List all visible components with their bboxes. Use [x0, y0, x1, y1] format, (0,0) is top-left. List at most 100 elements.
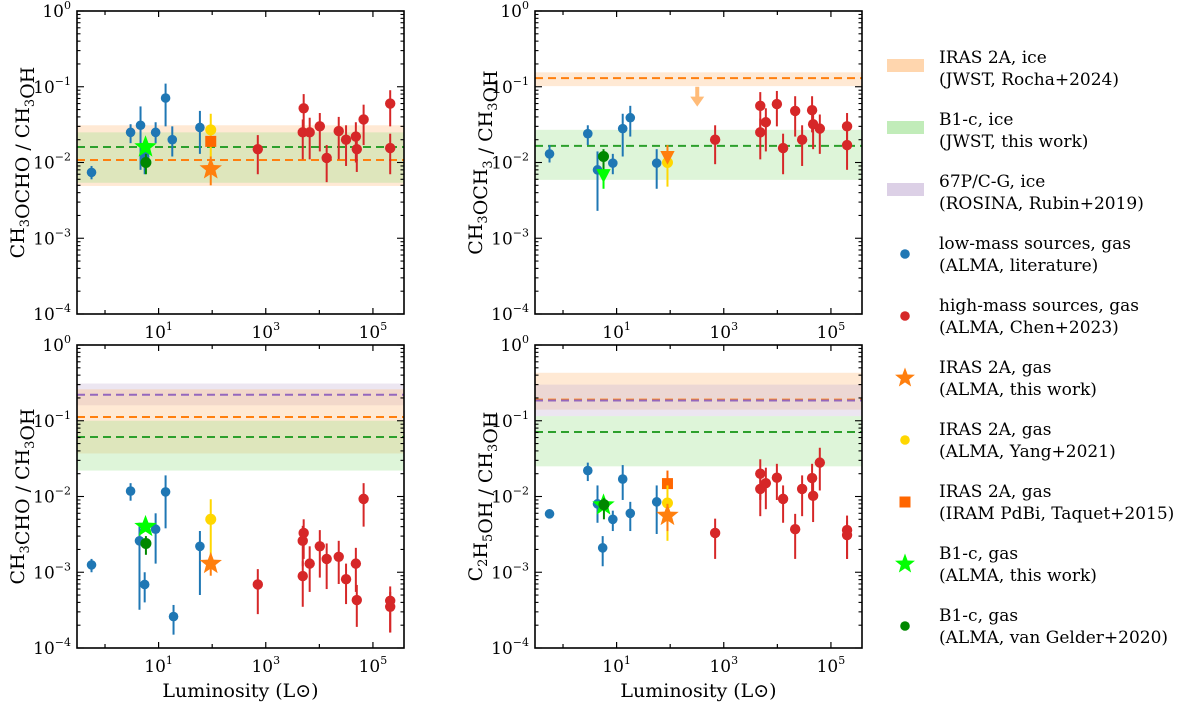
point-high-mass — [814, 457, 826, 468]
point-high-mass — [304, 127, 315, 138]
y-axis-label: CH3CHO / CH3OH — [7, 408, 39, 584]
legend-marker-iras2a_gas_this — [895, 367, 915, 387]
legend-marker-b1c_gas_this — [895, 553, 915, 573]
point-high-mass — [814, 123, 826, 134]
point-b1c_gas_this — [596, 169, 611, 183]
point-low-mass — [167, 134, 178, 145]
y-axis-label: CH3OCH3 / CH3OH — [465, 70, 502, 254]
point-high-mass — [709, 134, 721, 145]
x-tick-label: 103 — [709, 320, 738, 343]
point-b1c_gas_vg — [598, 151, 610, 163]
label-text: CHO / CH — [12, 449, 34, 545]
tick-exponent: 0 — [64, 333, 71, 346]
y-tick-label: 10−4 — [491, 636, 529, 659]
legend-swatch-iras2a_ice — [887, 59, 924, 72]
y-tick-label: 10−4 — [33, 636, 71, 659]
point-low-mass — [617, 474, 628, 484]
x-tick-label: 101 — [144, 320, 173, 343]
legend-label-line2: (ALMA, this work) — [939, 566, 1097, 586]
point-low-mass — [582, 465, 593, 476]
tick-base: 10 — [251, 323, 273, 343]
legend-label-line1: 67P/C-G, ice — [939, 172, 1045, 192]
legend-swatch-b1c_ice — [887, 121, 924, 134]
x-tick-label: 103 — [251, 320, 280, 343]
point-high-mass — [709, 527, 721, 539]
tick-base: 10 — [33, 563, 55, 583]
tick-exponent: −3 — [55, 560, 71, 573]
tick-base: 10 — [817, 323, 839, 343]
tick-base: 10 — [33, 305, 55, 325]
point-high-mass — [789, 105, 801, 117]
tick-exponent: −2 — [55, 151, 71, 164]
tick-base: 10 — [251, 657, 273, 677]
tick-exponent: 3 — [731, 654, 738, 667]
legend-label-line2: (ALMA, literature) — [939, 256, 1098, 276]
point-low-mass — [544, 149, 555, 159]
tick-base: 10 — [33, 488, 55, 508]
tick-exponent: −2 — [513, 151, 529, 164]
y-tick-label: 100 — [42, 333, 71, 356]
point-high-mass — [806, 472, 818, 484]
tick-exponent: −4 — [55, 302, 71, 315]
point-high-mass — [384, 601, 396, 612]
point-high-mass — [252, 579, 263, 590]
point-high-mass — [333, 125, 344, 137]
y-tick-label: 10−3 — [491, 226, 529, 249]
legend-label-line2: (ALMA, this work) — [939, 380, 1097, 400]
point-high-mass — [340, 573, 352, 585]
tick-base: 10 — [491, 412, 513, 432]
point-low-mass — [625, 112, 636, 123]
point-high-mass — [351, 143, 363, 155]
point-low-mass — [86, 560, 97, 570]
point-low-mass — [651, 497, 662, 507]
point-high-mass — [350, 558, 362, 569]
legend-label-line1: B1-c, gas — [939, 544, 1018, 564]
band-b1c_ice — [77, 420, 404, 471]
point-b1c_gas_vg — [598, 499, 610, 511]
point-low-mass — [125, 486, 136, 496]
point-low-mass — [150, 524, 161, 535]
legend-label-line1: low-mass sources, gas — [939, 234, 1131, 254]
label-text: H — [470, 542, 492, 559]
band-iras2a_ice — [535, 372, 862, 410]
tick-exponent: 0 — [522, 0, 529, 12]
tick-exponent: −1 — [513, 75, 529, 88]
subscript: 3 — [23, 99, 38, 107]
tick-base: 10 — [491, 305, 513, 325]
legend-item-b1c_gas_vg: B1-c, gas(ALMA, van Gelder+2020) — [900, 606, 1168, 648]
x-tick-label: 101 — [602, 654, 631, 677]
legend-marker-low_mass — [900, 249, 910, 259]
tick-base: 10 — [33, 229, 55, 249]
legend-label-line1: IRAS 2A, gas — [939, 358, 1051, 378]
point-low-mass — [160, 487, 171, 497]
tick-exponent: −2 — [55, 485, 71, 498]
y-tick-label: 10−2 — [491, 485, 529, 508]
tick-exponent: 5 — [838, 320, 845, 333]
x-tick-label: 103 — [251, 654, 280, 677]
point-iras2a_gas_this — [199, 551, 222, 574]
point-low-mass — [617, 123, 628, 134]
tick-exponent: 1 — [166, 320, 173, 333]
subscript: 3 — [481, 160, 496, 168]
point-high-mass — [297, 535, 308, 547]
point-high-mass — [384, 142, 396, 154]
legend-label-line2: (ALMA, Chen+2023) — [939, 318, 1119, 338]
point-high-mass — [252, 143, 263, 155]
point-high-mass — [340, 134, 352, 145]
band-iras2a_ice — [77, 389, 404, 454]
legend-item-iras2a_gas_yang: IRAS 2A, gas(ALMA, Yang+2021) — [900, 420, 1116, 462]
point-high-mass — [333, 551, 344, 562]
point-b1c_gas_vg — [140, 537, 152, 549]
plot-area — [77, 383, 404, 635]
tick-base: 10 — [144, 323, 166, 343]
tick-base: 10 — [33, 78, 55, 98]
label-text: CH — [7, 227, 29, 258]
point-high-mass — [755, 100, 766, 112]
point-high-mass — [807, 490, 819, 502]
tick-exponent: 5 — [380, 654, 387, 667]
tick-base: 10 — [491, 229, 513, 249]
subscript: 2 — [476, 559, 491, 567]
legend-marker-iras2a_gas_taquet — [899, 496, 911, 508]
